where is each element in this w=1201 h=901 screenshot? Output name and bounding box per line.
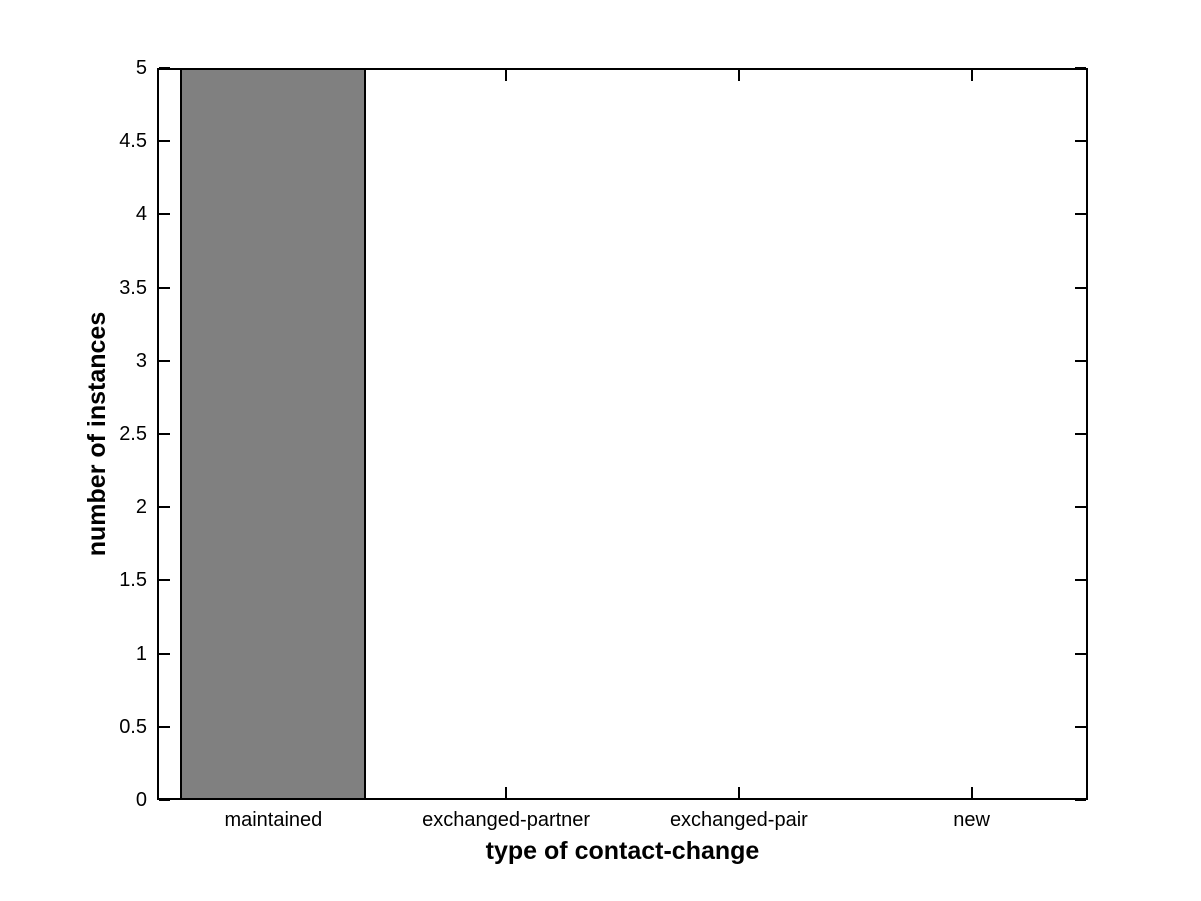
y-tick-mark-left: [159, 799, 170, 801]
y-tick-mark-left: [159, 725, 170, 728]
y-tick-label: 0.5: [119, 715, 147, 738]
y-tick-mark-left: [159, 286, 170, 289]
y-tick-label: 4: [135, 203, 147, 226]
y-tick-mark-right: [1075, 725, 1086, 728]
x-tick-label: exchanged-partner: [422, 809, 591, 831]
y-tick-mark-right: [1075, 359, 1086, 362]
x-tick-label: exchanged-pair: [669, 809, 808, 831]
y-tick-label: 1: [135, 642, 147, 665]
x-tick-mark-bottom: [737, 787, 740, 798]
y-tick-mark-left: [159, 433, 170, 435]
y-tick-label: 5: [135, 57, 147, 79]
x-tick-mark-top: [737, 70, 740, 81]
x-tick-mark-bottom: [970, 787, 973, 798]
y-tick-mark-right: [1075, 433, 1086, 435]
y-tick-mark-right: [1075, 579, 1086, 582]
y-tick-label: 1.5: [119, 569, 147, 592]
x-tick-mark-bottom: [505, 787, 508, 798]
y-tick-mark-left: [159, 579, 170, 582]
y-tick-mark-right: [1075, 286, 1086, 289]
y-tick-label: 0: [135, 789, 147, 811]
y-tick-mark-left: [159, 506, 170, 509]
y-tick-mark-right: [1075, 140, 1086, 143]
y-tick-mark-left: [159, 652, 170, 655]
y-axis-label: number of instances: [83, 311, 111, 557]
x-tick-label: new: [953, 809, 990, 831]
x-tick-mark-top: [505, 70, 508, 81]
y-tick-mark-left: [159, 67, 170, 69]
x-axis-label: type of contact-change: [485, 837, 760, 865]
y-tick-label: 2: [135, 496, 147, 519]
y-tick-mark-right: [1075, 213, 1086, 216]
y-tick-mark-right: [1075, 506, 1086, 509]
y-tick-mark-right: [1075, 799, 1086, 801]
y-tick-label: 3.5: [119, 276, 147, 299]
y-tick-mark-right: [1075, 652, 1086, 655]
y-tick-label: 2.5: [119, 423, 147, 445]
y-tick-mark-left: [159, 213, 170, 216]
y-tick-label: 3: [135, 349, 147, 372]
x-tick-label: maintained: [224, 809, 323, 831]
bar-maintained: [180, 68, 367, 800]
y-tick-mark-left: [159, 359, 170, 362]
y-tick-mark-right: [1075, 67, 1086, 69]
y-tick-mark-left: [159, 140, 170, 143]
x-tick-mark-top: [970, 70, 973, 81]
y-tick-label: 4.5: [119, 130, 147, 153]
